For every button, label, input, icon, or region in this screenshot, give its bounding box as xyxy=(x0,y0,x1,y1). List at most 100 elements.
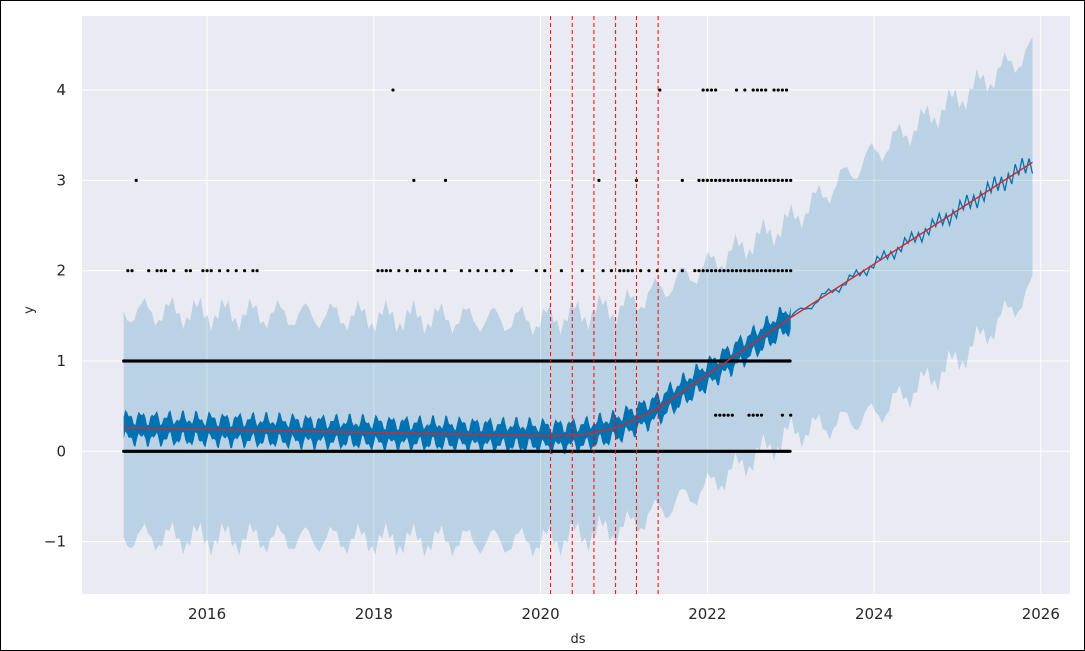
trend-path xyxy=(123,161,1033,437)
observed-point xyxy=(476,269,480,273)
x-tick-label: 2020 xyxy=(521,605,559,623)
observed-point xyxy=(484,269,488,273)
observed-point xyxy=(147,269,151,273)
observed-point xyxy=(597,178,601,182)
observed-point xyxy=(718,178,722,182)
observed-point xyxy=(559,269,564,273)
observed-point xyxy=(747,269,751,273)
observed-point xyxy=(772,88,776,92)
observed-point xyxy=(543,269,547,273)
observed-point xyxy=(255,269,259,273)
y-tick-label: 4 xyxy=(56,81,66,99)
observed-point xyxy=(601,269,605,273)
observed-point xyxy=(784,178,789,182)
observed-point xyxy=(159,269,163,273)
observed-point xyxy=(664,269,668,273)
observed-point xyxy=(493,269,497,273)
x-axis-label: ds xyxy=(570,632,585,647)
observed-point xyxy=(747,413,751,417)
observed-point xyxy=(739,269,743,273)
observed-point xyxy=(751,178,755,182)
observed-point xyxy=(755,413,759,417)
observed-point xyxy=(701,178,705,182)
observed-point xyxy=(418,269,422,273)
observed-point xyxy=(764,269,768,273)
observed-point xyxy=(788,449,792,453)
observed-point xyxy=(772,269,776,273)
observed-point xyxy=(412,178,416,182)
y-tick-label: 3 xyxy=(56,171,66,189)
observed-point xyxy=(743,269,747,273)
observed-point xyxy=(780,178,784,182)
observed-point xyxy=(747,178,751,182)
observed-point xyxy=(722,269,726,273)
observed-point xyxy=(714,88,718,92)
observed-point xyxy=(205,269,209,273)
observed-point xyxy=(718,413,722,417)
observed-point xyxy=(234,269,238,273)
observed-point xyxy=(734,178,739,182)
observed-point xyxy=(639,269,643,273)
observed-point xyxy=(772,178,776,182)
observed-point xyxy=(755,269,759,273)
observed-point xyxy=(434,269,438,273)
observed-point xyxy=(734,269,739,273)
observed-point xyxy=(155,269,159,273)
observed-point xyxy=(743,88,747,92)
observed-point xyxy=(759,269,764,273)
historical-forecast-band xyxy=(123,306,791,455)
observed-point xyxy=(709,269,714,273)
x-tick-label: 2026 xyxy=(1022,605,1060,623)
observed-point xyxy=(630,269,634,273)
observed-point xyxy=(384,269,388,273)
observed-point xyxy=(459,269,463,273)
observed-point xyxy=(784,88,789,92)
observed-point xyxy=(658,88,662,92)
observed-point xyxy=(714,269,718,273)
observed-point xyxy=(705,88,709,92)
y-tick-label: 1 xyxy=(56,352,66,370)
observed-point xyxy=(789,178,793,182)
observed-point xyxy=(468,269,472,273)
observed-point xyxy=(376,269,380,273)
observed-point xyxy=(714,413,718,417)
observed-point xyxy=(697,269,701,273)
observed-point xyxy=(701,269,705,273)
observed-point xyxy=(172,269,176,273)
observed-point xyxy=(693,269,697,273)
observed-point xyxy=(759,88,764,92)
x-tick-label: 2018 xyxy=(355,605,393,623)
observed-point xyxy=(380,269,384,273)
observed-point xyxy=(784,269,789,273)
observed-point xyxy=(697,178,701,182)
observed-point xyxy=(501,269,505,273)
observed-point xyxy=(672,269,676,273)
y-axis-label: y xyxy=(22,306,37,314)
observed-point xyxy=(609,269,614,273)
observed-point xyxy=(768,269,772,273)
observed-point xyxy=(188,269,192,273)
observed-point xyxy=(722,178,726,182)
observed-point xyxy=(580,269,584,273)
observed-point xyxy=(397,269,401,273)
observed-point xyxy=(776,178,780,182)
observed-point xyxy=(443,269,447,273)
observed-point xyxy=(126,269,130,273)
observed-point xyxy=(217,269,222,273)
observed-point xyxy=(776,269,780,273)
observed-point xyxy=(722,413,726,417)
observed-point xyxy=(443,178,448,182)
observed-point xyxy=(751,88,755,92)
observed-point xyxy=(768,178,772,182)
observed-point xyxy=(163,269,167,273)
y-tick-label: −1 xyxy=(44,533,66,551)
observed-point xyxy=(626,269,630,273)
observed-point xyxy=(413,269,418,273)
observed-point xyxy=(391,88,395,92)
observed-points xyxy=(122,88,793,453)
observed-point xyxy=(759,413,764,417)
observed-point xyxy=(739,178,743,182)
observed-point xyxy=(755,178,759,182)
observed-point xyxy=(705,178,709,182)
